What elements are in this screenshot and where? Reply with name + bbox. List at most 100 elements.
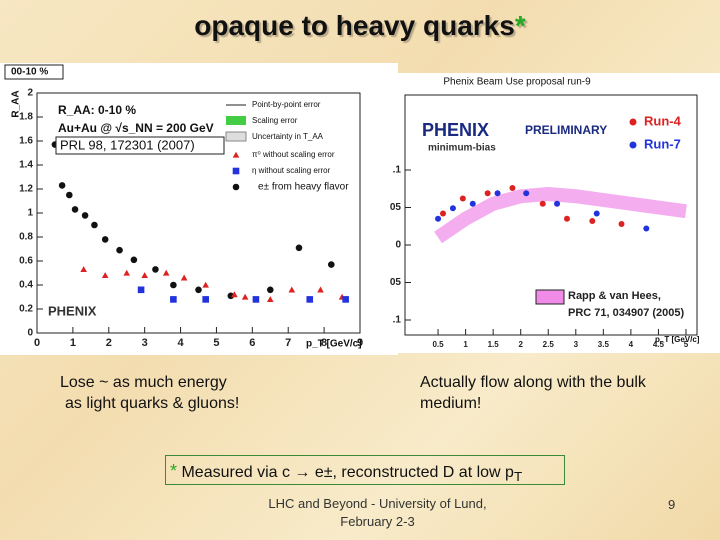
legend-key (226, 116, 246, 125)
point (80, 266, 87, 273)
point (227, 292, 235, 300)
point (81, 212, 89, 219)
point (116, 246, 123, 254)
x-tick-label: 4 (177, 337, 184, 349)
point (484, 190, 491, 197)
plot-frame (404, 94, 698, 336)
legend-label: Uncertainty in T_AA (252, 132, 324, 141)
y-tick-label: .1 (393, 315, 402, 326)
legend-label: Scaling error (252, 116, 298, 125)
logo-text: PRELIMINARY (525, 123, 607, 137)
legend-label: Run-4 (644, 113, 682, 128)
point (180, 274, 188, 281)
y-tick-label: 0.6 (19, 256, 33, 267)
point (618, 221, 625, 227)
x-tick-label: 7 (285, 337, 291, 349)
point (327, 261, 335, 268)
note-box (55, 136, 225, 155)
title-mark: * (514, 10, 526, 41)
footer-line: February 2-3 (340, 514, 415, 529)
point (252, 296, 260, 303)
note: Au+Au @ √s_NN = 200 GeV (58, 121, 214, 135)
point (162, 269, 170, 276)
point (232, 183, 240, 191)
x-tick-label: 1 (463, 340, 468, 349)
legend-key (225, 131, 247, 142)
legend-marker (629, 141, 637, 149)
logo-text: minimum-bias (428, 143, 496, 154)
point (589, 218, 596, 224)
chart-title: Phenix Beam Use proposal run-9 (443, 77, 591, 88)
footer: LHC and Beyond - University of Lund, Febr… (250, 495, 505, 531)
y-tick-label: 0 (27, 328, 33, 339)
right-caption: Actually flow along with the bulk medium… (420, 374, 646, 412)
point (232, 167, 240, 175)
point (141, 272, 148, 279)
x-tick-label: 1 (70, 337, 76, 349)
point (101, 236, 109, 243)
point (71, 206, 79, 213)
footnote-text: Measured via c → e±, reconstructed D at … (181, 464, 514, 481)
footnote-mark: * (170, 461, 178, 481)
point (317, 286, 324, 293)
legend-key (535, 289, 565, 305)
y-tick-label: 2 (27, 88, 33, 99)
point (469, 200, 476, 207)
point (202, 281, 209, 288)
legend-label: Rapp & van Hees, (568, 290, 661, 302)
footnote: * Measured via c → e±, reconstructed D a… (165, 455, 565, 485)
x-tick-label: 8 (321, 337, 327, 349)
legend-label: Run-7 (644, 136, 681, 151)
y-tick-label: 0.2 (19, 304, 33, 315)
y-tick-label: 1.2 (19, 184, 33, 195)
caption-line: as light quarks & gluons! (65, 395, 240, 412)
y-tick-label: 05 (390, 202, 402, 213)
x-tick-label: 2.5 (543, 340, 555, 349)
point (66, 191, 73, 199)
point (643, 225, 650, 232)
point (523, 190, 530, 197)
corner-label: 00-10 % (11, 67, 48, 78)
x-tick-label: 1.5 (488, 340, 500, 349)
point (266, 286, 274, 294)
x-tick-label: 3 (574, 340, 579, 349)
x-axis-label: p_T [GeV/c] (306, 339, 362, 350)
point (123, 269, 131, 276)
legend-label: π⁰ without scaling error (252, 150, 335, 159)
logo-text: PHENIX (48, 303, 97, 318)
x-tick-label: 9 (357, 337, 363, 349)
y-tick-label: 05 (390, 277, 402, 288)
point (202, 296, 209, 303)
point (593, 210, 600, 217)
point (170, 281, 177, 289)
y-axis-label: R_AA (11, 90, 22, 117)
x-tick-label: 2 (106, 337, 112, 349)
legend-label: η without scaling error (252, 166, 331, 175)
point (232, 151, 240, 158)
y-tick-label: 0.4 (19, 280, 33, 291)
point (266, 296, 274, 303)
left-caption: Lose ~ as much energy as light quarks & g… (60, 372, 239, 414)
point (288, 286, 296, 293)
x-tick-label: 0 (34, 337, 40, 349)
legend-label: Point-by-point error (252, 100, 321, 109)
point (137, 286, 145, 294)
point (449, 205, 456, 212)
y-tick-label: 1 (27, 208, 33, 219)
y-tick-label: .1 (393, 165, 402, 176)
point (170, 296, 177, 303)
legend-label: PRC 71, 034907 (2005) (568, 307, 685, 319)
x-tick-label: 4 (629, 340, 634, 349)
legend-marker (629, 118, 637, 126)
point (101, 272, 109, 279)
slide-title: opaque to heavy quarks* (0, 10, 720, 42)
point (295, 244, 303, 252)
footnote-sub: T (513, 469, 523, 485)
x-tick-label: 5 (213, 337, 219, 349)
caption-line: Lose ~ as much energy (60, 374, 227, 391)
note: PRL 98, 172301 (2007) (60, 137, 195, 152)
point (494, 190, 501, 197)
y-tick-label: 0.8 (19, 232, 33, 243)
x-tick-label: 3.5 (598, 340, 610, 349)
